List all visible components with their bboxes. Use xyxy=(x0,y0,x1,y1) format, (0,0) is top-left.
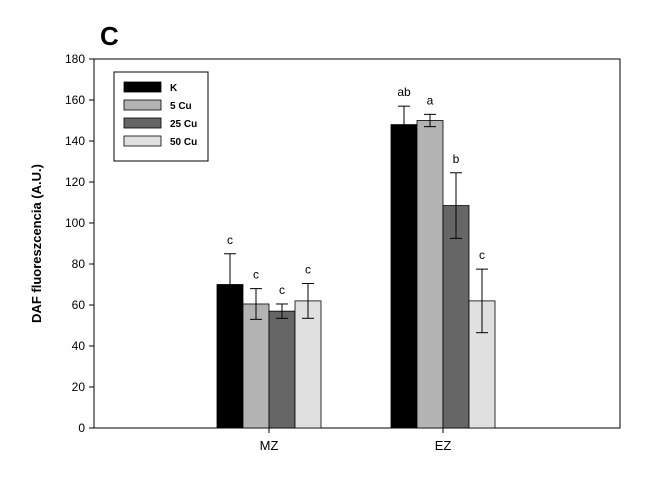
significance-label: c xyxy=(305,262,311,276)
y-tick-label: 120 xyxy=(65,175,85,189)
legend-swatch xyxy=(123,135,162,147)
y-tick-label: 100 xyxy=(65,216,85,230)
y-axis-title: DAF fluoreszcencia (A.U.) xyxy=(29,164,44,323)
y-tick-label: 180 xyxy=(65,52,85,66)
significance-label: b xyxy=(453,152,460,166)
y-tick-label: 140 xyxy=(65,134,85,148)
y-tick-label: 80 xyxy=(72,257,86,271)
legend-swatch xyxy=(123,117,162,129)
legend-swatch xyxy=(123,99,162,111)
legend-label: 50 Cu xyxy=(170,137,197,148)
plot-area: 0 20 40 60 80 100 120 140 160 180 DAF fluoreszcenc… xyxy=(29,52,621,453)
significance-label: c xyxy=(227,233,233,247)
significance-label: c xyxy=(279,283,285,297)
y-tick-label: 40 xyxy=(72,339,86,353)
legend-swatch xyxy=(123,81,162,93)
bar xyxy=(390,124,418,429)
x-category-label: EZ xyxy=(435,438,452,453)
legend-label: K xyxy=(170,83,178,94)
y-tick-label: 20 xyxy=(72,380,86,394)
y-tick-label: 160 xyxy=(65,93,85,107)
bar xyxy=(242,303,270,429)
legend-label: 25 Cu xyxy=(170,119,197,130)
y-tick-label: 60 xyxy=(72,298,86,312)
bar xyxy=(442,205,470,429)
y-tick-label: 0 xyxy=(78,421,85,435)
significance-label: ab xyxy=(397,85,411,99)
legend-label: 5 Cu xyxy=(170,101,192,112)
plot-frame xyxy=(93,58,621,429)
bar xyxy=(416,120,444,429)
significance-label: a xyxy=(427,93,434,107)
x-category-label: MZ xyxy=(260,438,279,453)
bar xyxy=(294,300,322,429)
bar xyxy=(268,310,296,429)
significance-label: c xyxy=(479,248,485,262)
significance-label: c xyxy=(253,268,259,282)
panel-letter: C xyxy=(100,21,119,51)
